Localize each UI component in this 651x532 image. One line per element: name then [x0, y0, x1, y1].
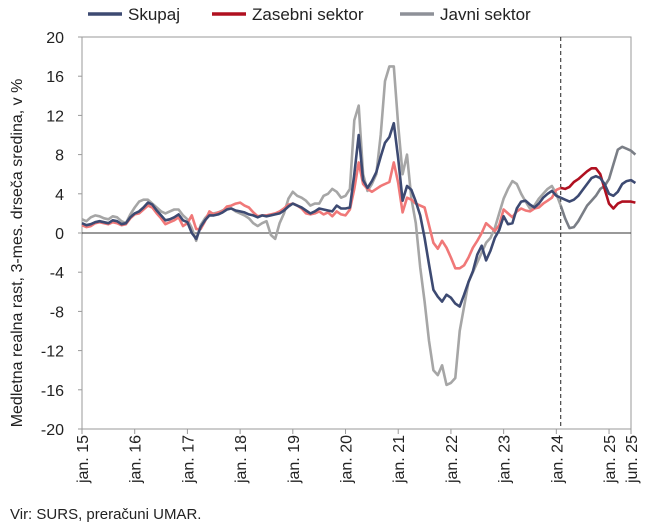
y-tick-label: 4: [55, 187, 64, 204]
y-tick-label: 12: [46, 108, 64, 125]
x-tick-label: jan. 20: [339, 435, 356, 484]
series-line-javni-sektor: [81, 65, 562, 387]
x-tick-label: jan. 24: [549, 435, 566, 484]
x-tick-label: jun. 25: [624, 435, 641, 484]
x-tick-label: jan. 23: [497, 435, 514, 484]
series-projection-zasebni-sektor: [560, 167, 636, 210]
y-tick-label: 8: [55, 148, 64, 165]
x-tick-label: jan. 18: [233, 435, 250, 484]
x-tick-label: jan. 17: [180, 435, 197, 484]
legend-label: Skupaj: [128, 5, 180, 24]
x-tick-label: jan. 15: [75, 435, 92, 484]
x-tick-label: jan. 25: [602, 435, 619, 484]
x-tick-label: jan. 22: [444, 435, 461, 484]
y-tick-label: 16: [46, 69, 64, 86]
y-tick-label: -8: [50, 304, 64, 321]
series-projection-javni-sektor: [559, 145, 637, 230]
legend-label: Javni sektor: [440, 5, 531, 24]
series-line-zasebni-sektor: [81, 161, 562, 270]
y-tick-label: -12: [41, 344, 64, 361]
y-tick-label: -20: [41, 422, 64, 439]
series-projection-skupaj: [560, 174, 637, 203]
y-axis-title: Medletna realna rast, 3-mes. drseča sred…: [9, 79, 26, 428]
legend-label: Zasebni sektor: [252, 5, 364, 24]
y-tick-label: -4: [50, 265, 64, 282]
y-tick-label: 20: [46, 30, 64, 47]
y-tick-label: -16: [41, 383, 64, 400]
x-tick-label: jan. 19: [286, 435, 303, 484]
x-tick-label: jan. 16: [128, 435, 145, 484]
source-note: Vir: SURS, preračuni UMAR.: [10, 506, 202, 523]
x-tick-label: jan. 21: [391, 435, 408, 484]
y-tick-label: 0: [55, 226, 64, 243]
series-line-skupaj: [81, 121, 562, 308]
